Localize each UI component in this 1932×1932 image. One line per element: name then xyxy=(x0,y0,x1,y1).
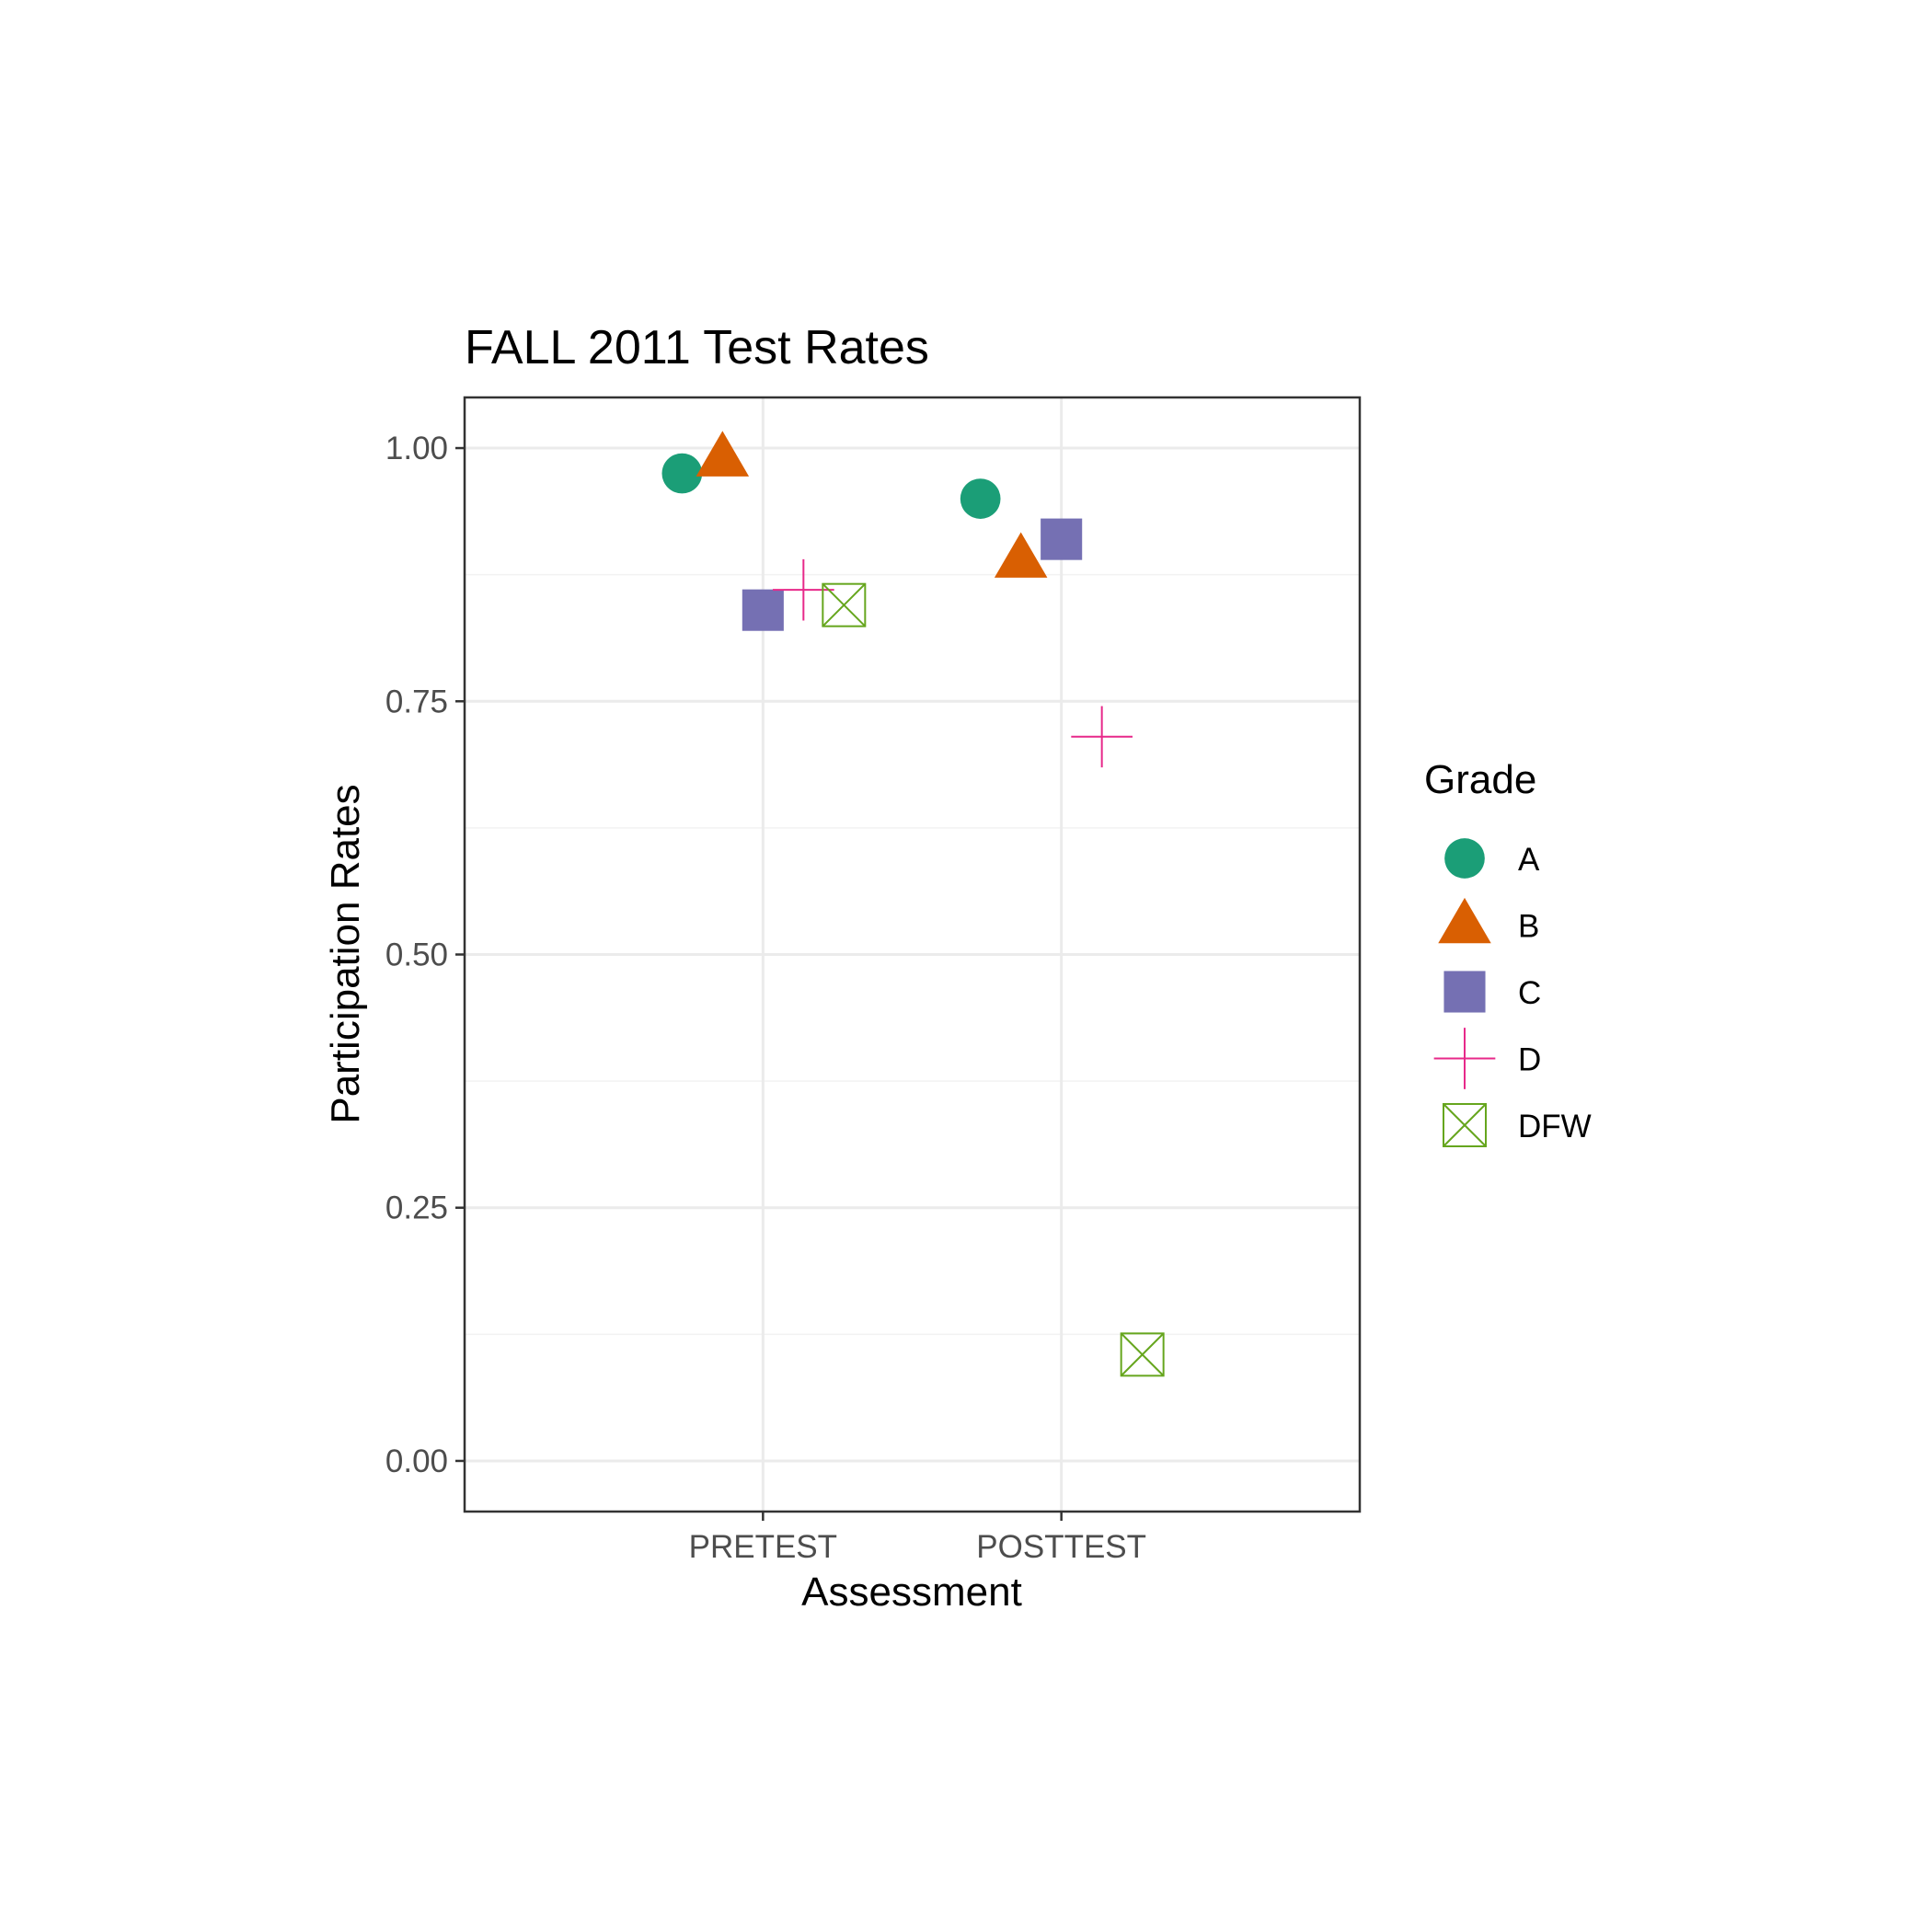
y-tick-label: 0.50 xyxy=(385,937,448,973)
y-tick-label: 0.00 xyxy=(385,1443,448,1479)
y-tick-label: 0.75 xyxy=(385,684,448,719)
y-axis: 0.00 0.25 0.50 0.75 1.00 xyxy=(385,431,465,1479)
y-tick-label: 1.00 xyxy=(385,431,448,466)
data-point-d xyxy=(772,558,834,621)
data-point-b xyxy=(994,532,1048,578)
data-point-d xyxy=(1071,706,1133,768)
x-axis-title: Assessment xyxy=(801,1570,1022,1615)
legend-title: Grade xyxy=(1424,757,1536,802)
legend-label: A xyxy=(1518,842,1540,878)
legend-key-d xyxy=(1433,1028,1496,1089)
legend-label: DFW xyxy=(1518,1109,1592,1144)
data-point-a xyxy=(661,453,703,494)
y-axis-title: Participation Rates xyxy=(323,784,368,1123)
data-point-dfw xyxy=(822,582,867,627)
legend-key-b xyxy=(1438,897,1491,944)
legend-label: C xyxy=(1518,975,1541,1011)
data-point-c xyxy=(1041,518,1083,560)
data-points xyxy=(661,431,1165,1377)
data-point-dfw xyxy=(1120,1332,1165,1377)
x-tick-label: POSTTEST xyxy=(976,1529,1146,1565)
data-point-b xyxy=(696,431,750,477)
legend-key-c xyxy=(1443,971,1486,1013)
chart-title: FALL 2011 Test Rates xyxy=(465,321,929,374)
y-tick-label: 0.25 xyxy=(385,1190,448,1226)
x-axis: PRETEST POSTTEST xyxy=(689,1512,1146,1565)
legend-key-dfw xyxy=(1443,1103,1487,1147)
legend-label: D xyxy=(1518,1042,1541,1078)
x-tick-label: PRETEST xyxy=(689,1529,837,1565)
data-point-c xyxy=(742,589,784,631)
legend-key-a xyxy=(1444,838,1485,879)
gridlines xyxy=(465,397,1360,1512)
data-point-a xyxy=(960,478,1001,519)
legend-label: B xyxy=(1518,909,1539,945)
